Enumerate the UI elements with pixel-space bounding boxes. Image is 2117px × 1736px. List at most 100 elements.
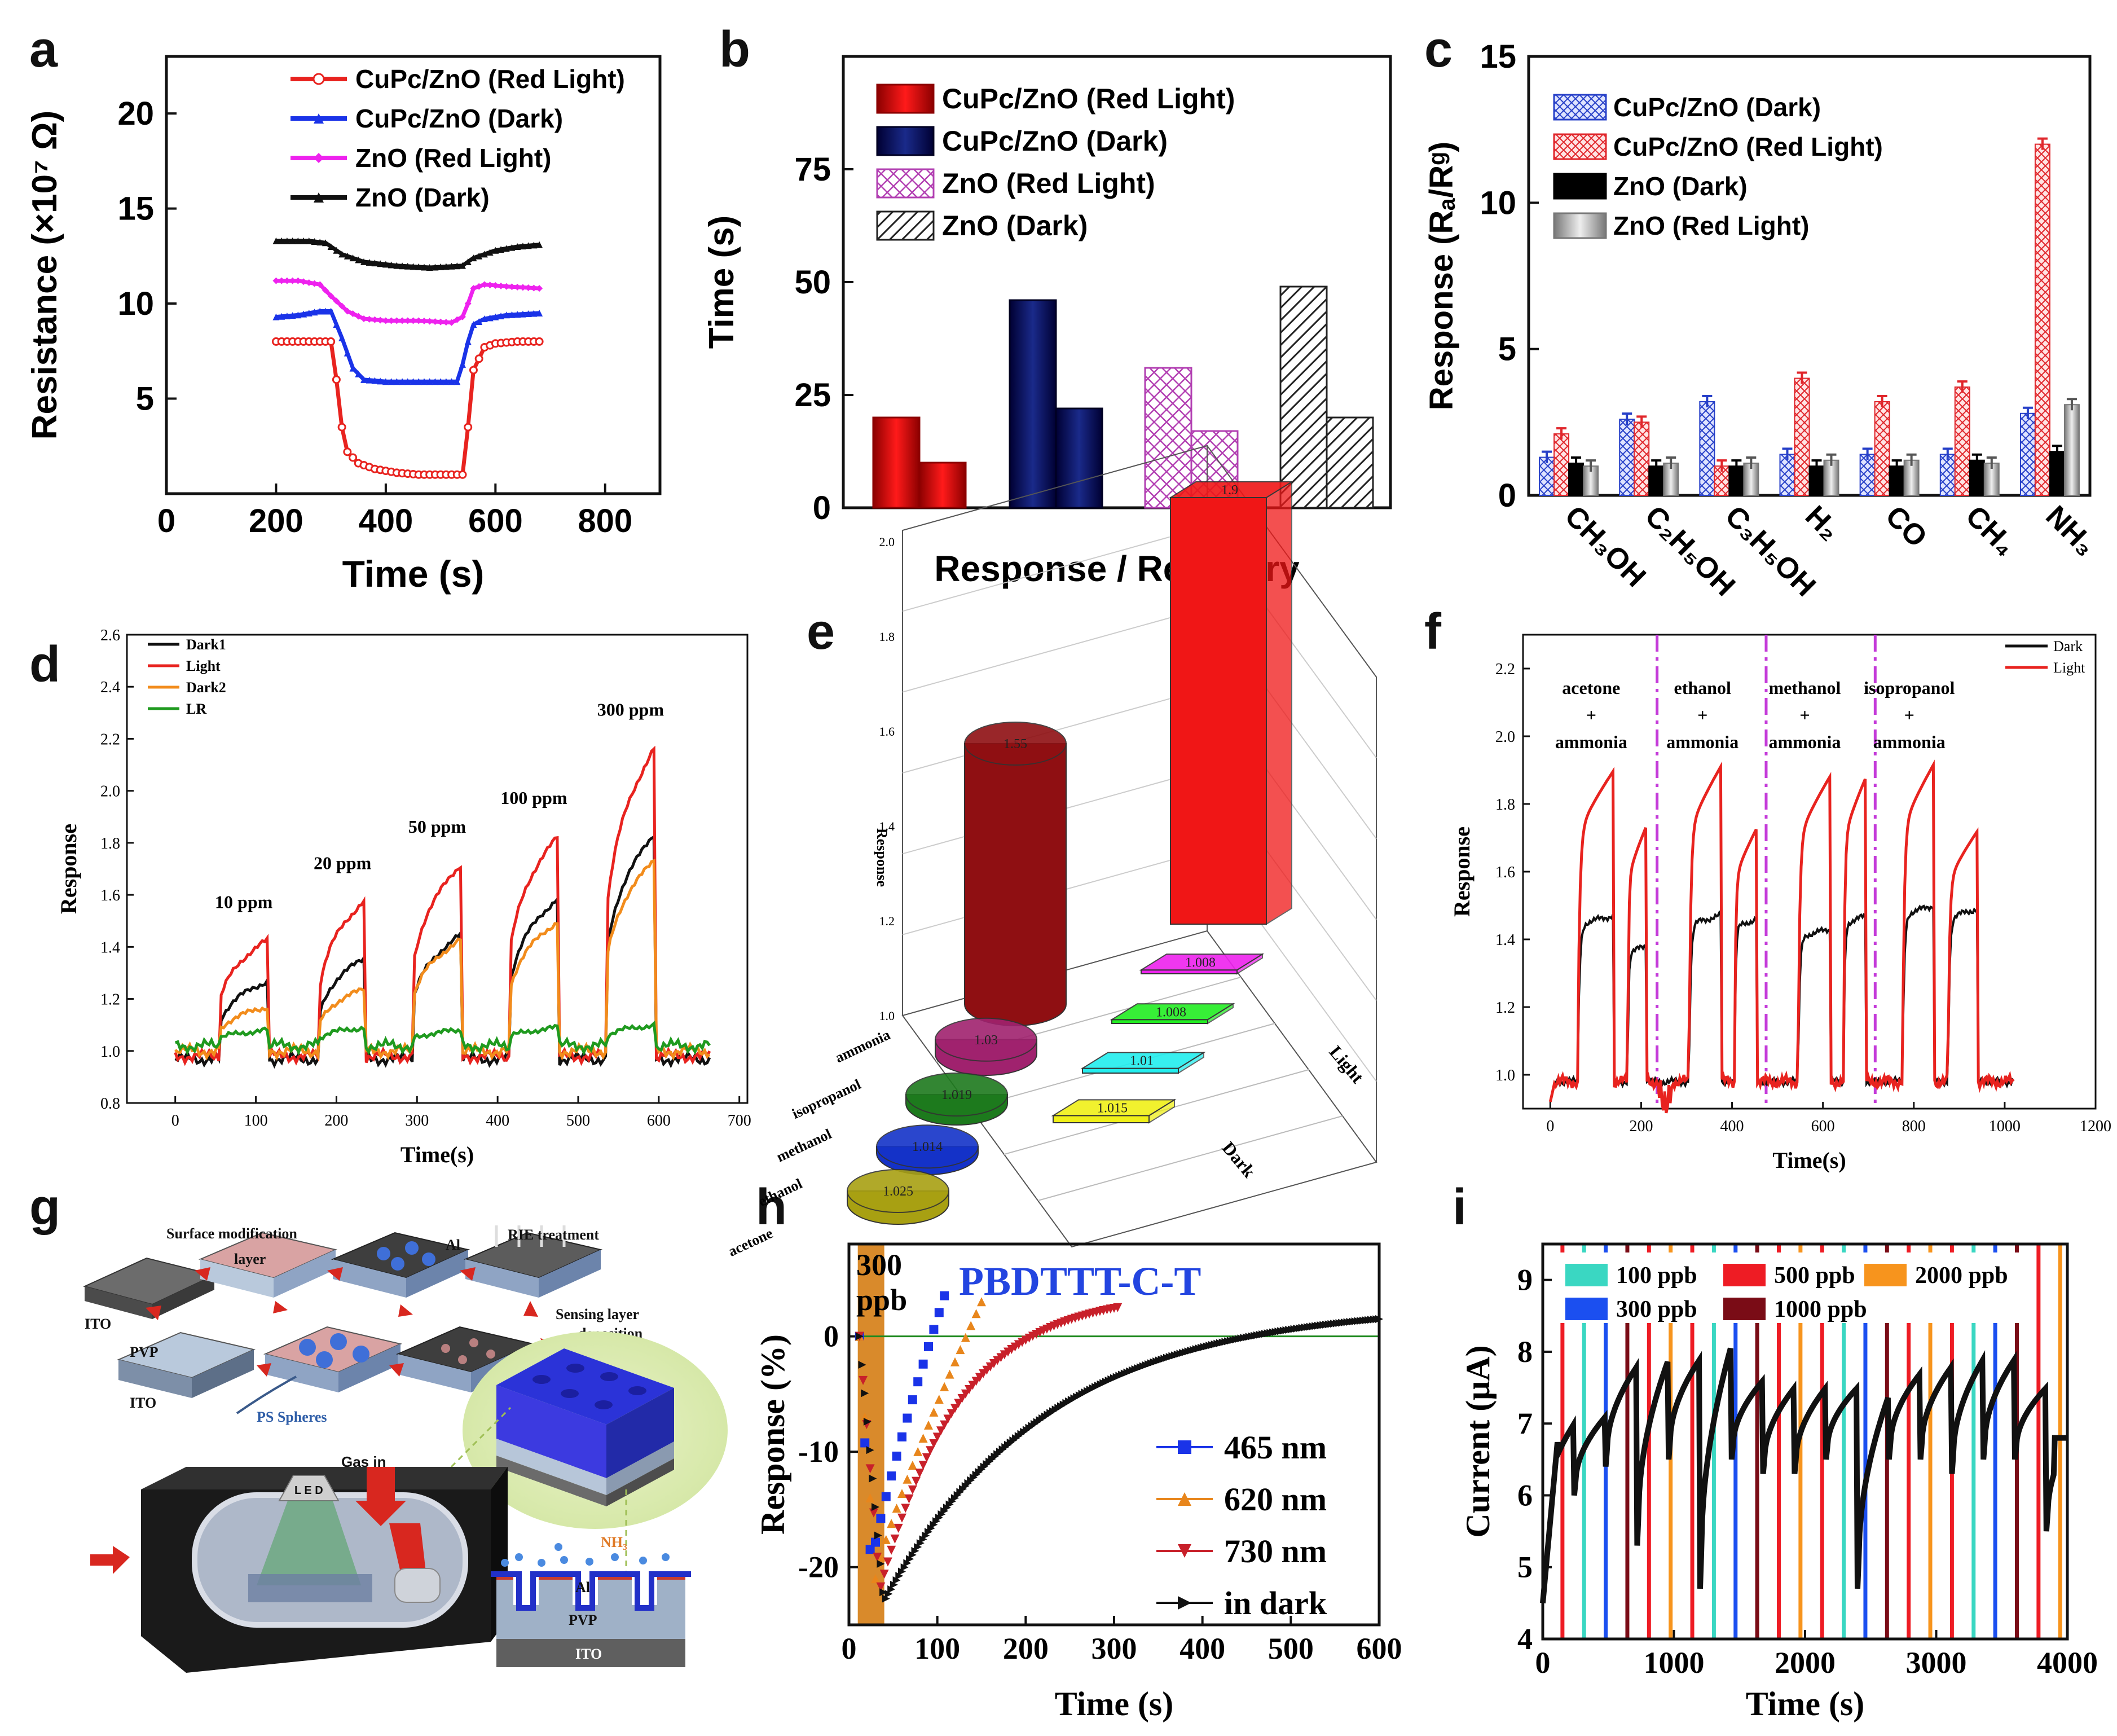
data-point	[316, 281, 324, 288]
legend-entry: CuPc/ZnO (Dark)	[942, 125, 1168, 157]
legend: 100 ppb 500 ppb 2000 ppb 300 ppb 1000 ppb	[1557, 1252, 2019, 1323]
data-point	[476, 252, 483, 260]
data-point	[887, 1545, 896, 1555]
group-label: Light	[1326, 1041, 1368, 1087]
legend-swatch	[876, 168, 935, 199]
box-side	[1266, 481, 1292, 925]
data-point	[360, 315, 367, 322]
data-point	[278, 313, 285, 320]
data-point	[338, 250, 346, 258]
x-tick-label: 4000	[2037, 1646, 2098, 1680]
data-point	[469, 366, 478, 375]
panel-i-current-chart: 0 1000 2000 3000 4000 4 5 6 7 8 9 Time (s) Current (…	[1459, 1242, 2098, 1722]
data-point	[404, 317, 411, 324]
x-tick-label: 200	[249, 503, 303, 539]
box-top	[1080, 1052, 1206, 1069]
y-tick-label: 6	[1517, 1478, 1533, 1512]
data-point	[366, 376, 373, 384]
data-point	[272, 237, 280, 244]
x-tick-label: 400	[486, 1112, 509, 1130]
bar-response	[1009, 299, 1057, 509]
label-ito-1: ITO	[85, 1316, 111, 1332]
cylinder-top	[876, 1124, 979, 1169]
legend-swatch	[876, 83, 935, 114]
legend-background	[1557, 1252, 2019, 1323]
legend-swatch	[1723, 1264, 1766, 1286]
error-bar	[1746, 456, 1757, 469]
bar3d-light-methanol: 1.008	[1110, 1003, 1235, 1025]
y-tick-label: 4	[1517, 1622, 1533, 1656]
legend-entry: ZnO (Red Light)	[942, 168, 1155, 199]
data-point	[915, 1469, 925, 1478]
bar3d-light-isopropanol: 1.008	[1139, 953, 1265, 975]
y-tick-label: 25	[794, 377, 831, 414]
mixture-label: ethanol	[1674, 678, 1731, 698]
data-point	[934, 1308, 944, 1317]
y-tick-label: 9	[1517, 1263, 1533, 1297]
y-axis-title: Response (Rₐ/Rᵍ)	[1423, 142, 1460, 410]
data-point	[940, 1291, 949, 1300]
data-point	[1375, 1315, 1383, 1323]
data-point	[514, 311, 521, 318]
data-point	[940, 1382, 949, 1391]
data-point	[908, 1485, 917, 1495]
x-axis-title: Time (s)	[1746, 1685, 1865, 1722]
data-point	[458, 470, 467, 479]
legend: Dark1 Light Dark2 LR	[148, 636, 226, 717]
data-point	[399, 378, 406, 385]
data-point	[866, 1446, 874, 1454]
bar-value-label: 1.015	[1097, 1101, 1128, 1115]
data-point	[300, 278, 307, 285]
concentration-label: 300 ppm	[597, 699, 664, 719]
box-front	[1141, 969, 1238, 974]
data-point	[932, 1517, 941, 1526]
data-point	[879, 1588, 888, 1597]
data-point	[371, 260, 378, 267]
y-axis-title: Time (s)	[702, 216, 741, 349]
legend-entry: Dark	[2053, 638, 2083, 654]
box-front	[1053, 1115, 1150, 1123]
mixture-label: ammonia	[1768, 732, 1841, 752]
data-point	[883, 1557, 892, 1567]
label-gas-in: Gas in	[341, 1453, 386, 1470]
legend-entry: Light	[186, 658, 221, 674]
data-point	[924, 1342, 933, 1351]
data-point	[900, 1563, 909, 1571]
device-cross-section: NH₃ Al PVP ITO	[491, 1534, 691, 1667]
data-point	[437, 263, 444, 270]
legend-marker	[1178, 1492, 1191, 1506]
panel-f-selectivity-chart: 0 200 400 600 800 1000 1200 1.0 1.2 1.4 1.6 1.8 2.0 2…	[1449, 634, 2111, 1173]
y-axis-title: Current (μA)	[1459, 1345, 1497, 1537]
data-point	[530, 241, 538, 249]
data-point	[503, 311, 510, 319]
y-tick-label: 2.2	[100, 731, 120, 748]
data-point	[530, 310, 538, 317]
box-top	[1168, 481, 1294, 498]
data-point	[481, 281, 488, 288]
bar-recovery	[1055, 407, 1103, 509]
data-point	[272, 313, 280, 320]
legend-marker	[1178, 1544, 1191, 1558]
mixture-label: +	[1586, 705, 1596, 725]
data-point	[474, 354, 483, 363]
legend-swatch	[876, 210, 935, 241]
y-tick-label: 10	[117, 285, 154, 322]
data-point	[404, 262, 411, 270]
data-point	[311, 309, 318, 316]
x-tick-label: 600	[647, 1112, 671, 1130]
data-point	[895, 1572, 904, 1580]
y-tick-label: 0	[813, 490, 831, 526]
x-tick-label: 400	[1720, 1118, 1744, 1135]
error-bar	[1651, 459, 1662, 472]
mixture-label: +	[1799, 705, 1810, 725]
data-point	[464, 300, 472, 307]
x-tick-label: 0	[1546, 1118, 1554, 1135]
y-tick-label: 0.8	[100, 1095, 120, 1113]
series-line-light	[1548, 759, 2015, 1114]
data-point	[283, 237, 291, 244]
bar-value-label: 1.55	[1004, 737, 1027, 751]
z-axis-title: Response	[874, 828, 890, 887]
data-point	[327, 243, 335, 250]
y-tick-label: 1.2	[100, 991, 120, 1009]
data-point	[906, 1555, 914, 1563]
